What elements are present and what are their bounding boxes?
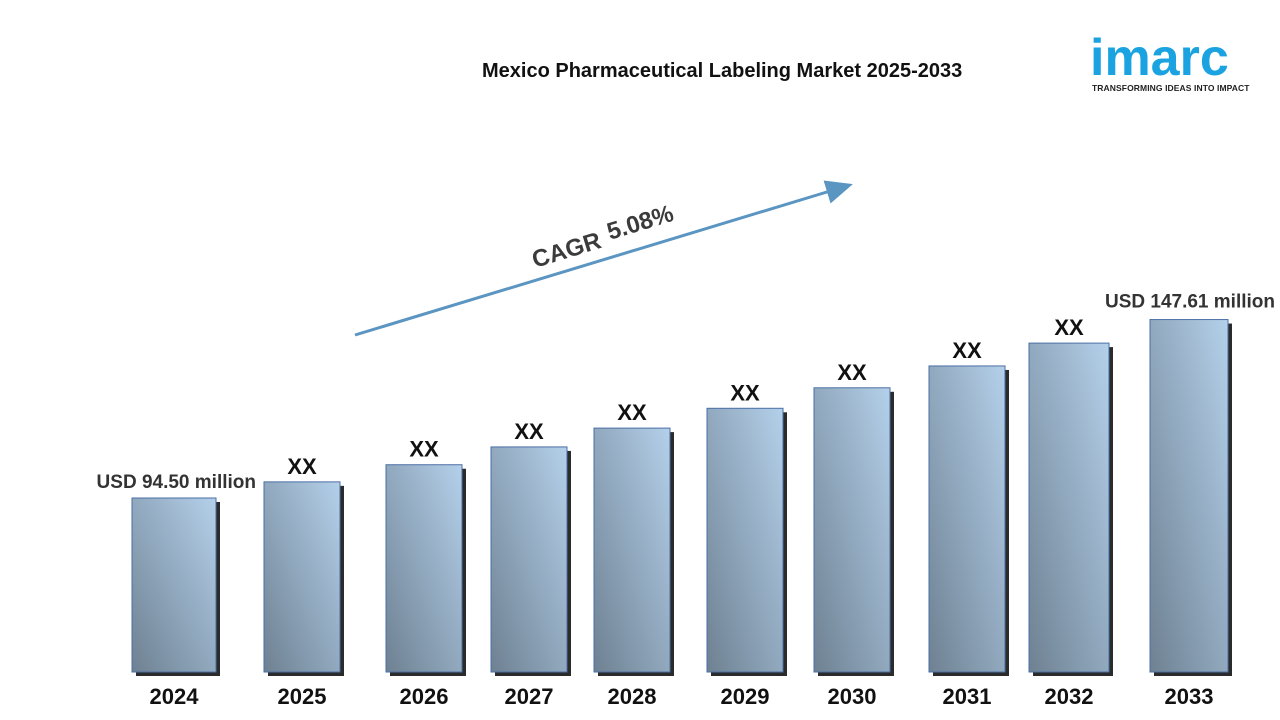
value-label-2024: USD 94.50 million (97, 472, 256, 493)
logo-wordmark: imarc (1090, 29, 1229, 87)
value-label-2031: XX (952, 338, 982, 363)
cagr-label: CAGR (529, 227, 604, 273)
logo-tagline: TRANSFORMING IDEAS INTO IMPACT (1092, 83, 1250, 93)
x-tick-2027: 2027 (505, 684, 554, 709)
bars-group: USD 94.50 million 2024 XX 2025 XX 2026 XX 2027 X… (97, 292, 1275, 709)
bar-2032 (1028, 342, 1110, 673)
x-tick-2032: 2032 (1045, 684, 1094, 709)
bar-2031 (928, 365, 1006, 673)
imarc-logo: imarc TRANSFORMING IDEAS INTO IMPACT (1088, 20, 1263, 100)
value-label-2025: XX (287, 454, 317, 479)
value-label-2027: XX (514, 419, 544, 444)
x-tick-2029: 2029 (721, 684, 770, 709)
value-label-2030: XX (837, 360, 867, 385)
x-tick-2033: 2033 (1165, 684, 1214, 709)
value-label-2026: XX (409, 437, 439, 462)
bar-2028 (593, 427, 671, 673)
cagr-arrow (354, 180, 853, 337)
bar-2024 (131, 497, 217, 673)
bar-2025 (263, 481, 341, 673)
bar-2026 (385, 464, 463, 673)
value-label-2028: XX (617, 400, 647, 425)
cagr-value: 5.08% (604, 200, 677, 246)
cagr-annotation: CAGR 5.08% (354, 180, 853, 337)
value-label-2032: XX (1054, 315, 1084, 340)
x-tick-2030: 2030 (828, 684, 877, 709)
value-label-2033: USD 147.61 million (1105, 292, 1275, 313)
value-label-2029: XX (730, 380, 760, 405)
x-tick-2025: 2025 (278, 684, 327, 709)
bar-2029 (706, 407, 784, 673)
x-tick-2031: 2031 (943, 684, 992, 709)
x-tick-2024: 2024 (150, 684, 200, 709)
bar-2027 (490, 446, 568, 673)
chart-title: Mexico Pharmaceutical Labeling Market 20… (482, 60, 963, 82)
bar-2030 (813, 387, 891, 673)
x-tick-2028: 2028 (608, 684, 657, 709)
x-tick-2026: 2026 (400, 684, 449, 709)
bar-2033 (1149, 319, 1229, 673)
